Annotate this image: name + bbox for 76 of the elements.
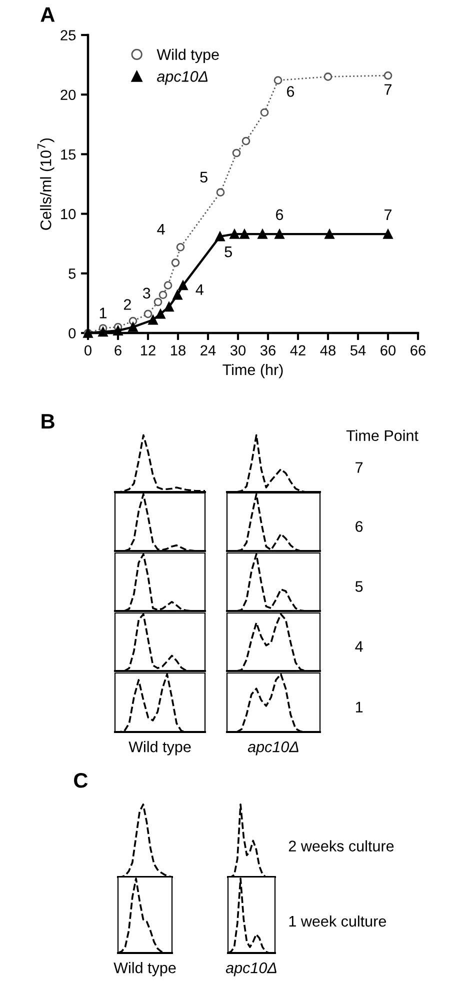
annotation: 2 — [124, 299, 131, 310]
y-tick-label: 15 — [61, 149, 76, 160]
point — [258, 229, 268, 239]
chart-title: B — [42, 414, 54, 429]
point — [113, 326, 123, 336]
point — [260, 108, 269, 117]
point — [324, 72, 332, 81]
y-tick-label: 0 — [68, 328, 76, 338]
point — [172, 290, 182, 300]
x-tick-label: 54 — [350, 345, 366, 356]
x-tick-label: 6 — [114, 345, 122, 356]
point — [158, 290, 168, 300]
legend-label: apc10Δ — [157, 71, 208, 85]
text: 2 weeks culture — [288, 840, 394, 852]
x-axis-title: Time (hr) — [222, 364, 283, 378]
point — [242, 136, 250, 146]
x-tick-label: 18 — [171, 345, 186, 356]
point — [164, 281, 172, 290]
y-tick-label: 10 — [61, 208, 76, 220]
x-axis-title: Wild type — [128, 741, 191, 756]
x-tick-label: 42 — [290, 345, 306, 356]
point — [98, 326, 108, 337]
point — [240, 229, 250, 239]
annotation: 7 — [384, 209, 392, 220]
point — [232, 148, 241, 158]
point — [171, 258, 180, 267]
point — [383, 229, 393, 239]
annotation: 5 — [224, 246, 232, 258]
point — [216, 188, 225, 197]
y-tick-label: 25 — [60, 30, 76, 40]
annotation: 5 — [200, 172, 208, 183]
x-tick-label: 60 — [380, 345, 396, 356]
text: 1 week culture — [289, 915, 386, 927]
x-tick-label: 12 — [141, 345, 156, 356]
text: Time Point — [346, 430, 418, 441]
annotation: 6 — [276, 209, 284, 220]
text: 7 — [356, 462, 363, 473]
y-tick-label: 20 — [60, 90, 76, 100]
x-tick-label: 0 — [84, 345, 92, 356]
x-axis-title: apc10Δ — [248, 741, 298, 756]
point — [230, 229, 240, 239]
chart-title: C — [74, 773, 88, 788]
point — [176, 243, 185, 252]
text: 6 — [356, 521, 363, 532]
point — [274, 76, 282, 84]
point — [144, 310, 152, 318]
text: 4 — [355, 641, 363, 652]
point — [274, 229, 284, 239]
annotation: 6 — [287, 86, 294, 97]
point — [128, 322, 138, 332]
legend-label: Wild type — [156, 48, 219, 63]
point — [324, 229, 334, 239]
point — [154, 298, 162, 306]
annotation: 3 — [142, 288, 150, 299]
x-axis-title: apc10Δ — [226, 962, 276, 976]
annotation: 1 — [100, 308, 107, 318]
point — [164, 302, 174, 312]
x-axis-title: Wild type — [114, 962, 176, 976]
annotation: 4 — [196, 284, 204, 295]
point — [215, 232, 225, 242]
x-tick-label: 24 — [200, 345, 216, 356]
chart-title: A — [40, 7, 55, 22]
point — [384, 71, 392, 80]
annotation: 7 — [384, 84, 392, 95]
x-tick-label: 30 — [230, 345, 246, 356]
x-tick-label: 36 — [260, 345, 276, 356]
y-tick-label: 5 — [68, 268, 76, 279]
point — [148, 315, 158, 325]
point — [178, 280, 188, 290]
x-tick-label: 48 — [320, 345, 336, 356]
x-tick-label: 66 — [410, 345, 426, 356]
y-axis-title: Cells/ml (10$^{7}$) — [37, 138, 54, 230]
text: 1 — [356, 702, 363, 712]
point — [156, 309, 166, 319]
annotation: 4 — [157, 224, 165, 234]
text: 5 — [355, 581, 363, 592]
